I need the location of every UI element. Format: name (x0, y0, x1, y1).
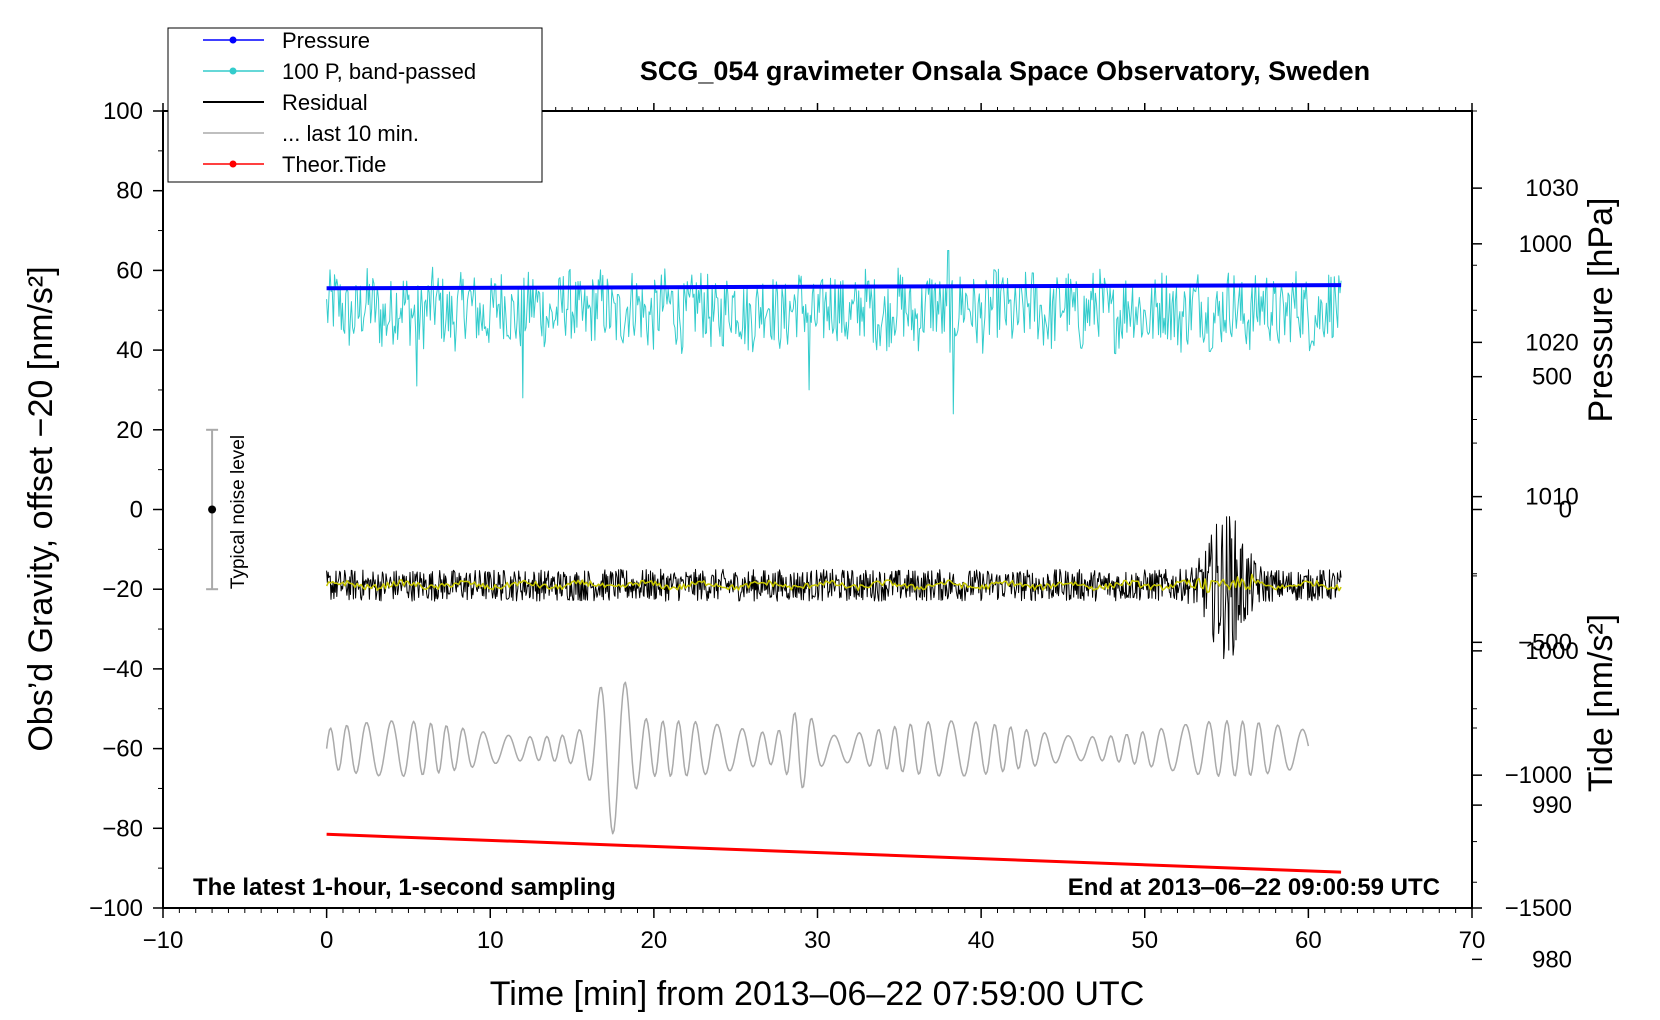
noise-bar (206, 428, 219, 591)
y-tick-label: 100 (103, 98, 143, 125)
y-tick-label: −40 (102, 656, 143, 683)
tide-tick-label: −1500 (1505, 895, 1572, 922)
pressure-tick-label: 1020 (1525, 329, 1578, 356)
y-tick-label: −100 (89, 895, 143, 922)
legend-marker (229, 160, 237, 168)
legend-marker (229, 67, 237, 75)
legend-label: Theor.Tide (282, 152, 386, 177)
pressure-tick-label: 1000 (1525, 638, 1578, 665)
tide-tick-label: −1000 (1505, 762, 1572, 789)
chart-title: SCG_054 gravimeter Onsala Space Observat… (640, 56, 1370, 86)
x-tick-label: 20 (641, 927, 668, 954)
legend-entries: Pressure 100 P, band‑passed Residual ... la… (203, 28, 476, 177)
x-tick-label: −10 (143, 927, 184, 954)
annotation-left: The latest 1‑hour, 1‑second sampling (193, 874, 616, 901)
pressure-tick-label: 990 (1532, 792, 1572, 819)
y-tick-label: 80 (116, 178, 143, 205)
legend-marker (229, 36, 237, 44)
tick-layer: −10 0 10 20 30 40 50 60 70−100−80−60−40−20020406… (89, 98, 1579, 973)
x-tick-label: 50 (1131, 927, 1158, 954)
x-tick-label: 70 (1459, 927, 1486, 954)
pressure-line (326, 283, 1342, 291)
band-passed-line (326, 250, 1342, 415)
y-tick-label: −80 (102, 815, 143, 842)
y-axis-label: Obs’d Gravity, offset −20 [nm/s²] (22, 266, 60, 751)
pressure-tick-label: 1010 (1525, 484, 1578, 511)
y-tick-label: 40 (116, 337, 143, 364)
legend-label: ... last 10 min. (282, 121, 419, 146)
tide-tick-label: 500 (1532, 364, 1572, 391)
noise-label: Typical noise level (228, 435, 249, 589)
tide-tick-label: −500 (1518, 629, 1572, 656)
legend-box (167, 27, 543, 183)
y-tick-label: −20 (102, 576, 143, 603)
legend-label: Pressure (282, 28, 370, 53)
pressure-tick-label: 980 (1532, 946, 1572, 973)
x-tick-label: 0 (320, 927, 333, 954)
residual-smoothed-line (325, 573, 1342, 594)
y-tick-label: 20 (116, 417, 143, 444)
legend-label: 100 P, band‑passed (282, 59, 476, 84)
y-tick-label: 60 (116, 257, 143, 284)
x-axis-label: Time [min] from 2013‒06‒22 07:59:00 UTC (490, 975, 1145, 1013)
y-tick-label: −60 (102, 736, 143, 763)
last-10-min-line (325, 681, 1310, 835)
y-tick-label: 0 (130, 497, 143, 524)
pressure-tick-label: 1030 (1525, 175, 1578, 202)
legend: Pressure 100 P, band‑passed Residual ... la… (167, 27, 543, 183)
pressure-axis-label: Pressure [hPa] (1582, 198, 1620, 423)
x-tick-label: 30 (804, 927, 831, 954)
x-tick-label: 40 (968, 927, 995, 954)
theor-tide-line (326, 832, 1342, 874)
tide-tick-label: 0 (1559, 497, 1572, 524)
x-tick-label: 60 (1295, 927, 1322, 954)
legend-label: Residual (282, 90, 368, 115)
noise-bar-center (208, 505, 217, 514)
series-layer (325, 250, 1342, 874)
tide-tick-label: 1000 (1519, 231, 1572, 258)
annotation-right: End at 2013‒06‒22 09:00:59 UTC (1068, 874, 1440, 901)
x-tick-label: 10 (477, 927, 504, 954)
tide-axis-label: Tide [nm/s²] (1582, 614, 1620, 792)
